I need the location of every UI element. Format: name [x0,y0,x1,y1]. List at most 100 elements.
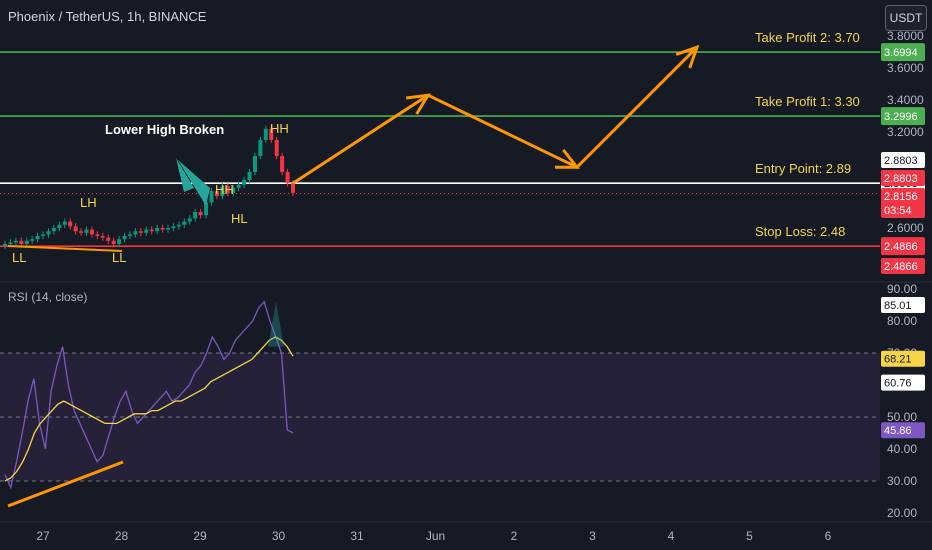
rsi-tick-label: 50.00 [887,410,917,424]
rsi-overbought-fill [268,301,284,347]
price-badge [881,152,925,168]
candle-body [220,186,225,196]
candle-body [166,228,171,230]
price-badge-text: 2.8156 [884,191,918,203]
price-level-label: Entry Point: 2.89 [755,161,851,176]
y-tick-label: 3.4000 [887,93,924,107]
badge-bg [881,237,925,256]
rsi-trendline [7,460,124,508]
x-tick-label: 28 [115,529,129,543]
candle-body [68,221,73,227]
x-tick-label: 6 [825,529,832,543]
candle-body [280,156,285,172]
breakout-arrow-icon [178,160,210,206]
rsi-title: RSI (14, close) [8,290,88,304]
candle-body [89,229,94,235]
x-tick-label: 29 [193,529,207,543]
candle-body [204,202,209,216]
projection-arrowhead [405,93,431,115]
badge-bg [881,43,925,62]
x-tick-label: 30 [272,529,286,543]
candle-body [30,239,35,241]
price-level-badge: 2.4866 [881,237,925,256]
breakout-arrow-tail [176,158,194,192]
rsi-line [4,300,294,490]
candle-body [149,229,154,232]
currency-button[interactable]: USDT [885,5,927,31]
candle-body [144,229,149,233]
candle-body [3,244,7,246]
rsi-badge [881,296,925,313]
candle-body [79,231,84,233]
candle-body [106,237,111,241]
candle-body [258,140,263,156]
x-tick-label: 2 [511,529,518,543]
candle-body [187,218,192,222]
price-badge-text: 2.8803 [884,155,918,167]
projection-path [292,46,699,185]
price-badge [881,170,925,186]
price-level-badge: 3.6994 [881,43,925,62]
price-level-label: Take Profit 2: 3.70 [755,30,860,45]
candle-body [122,236,127,240]
candle-body [46,231,51,235]
pattern-annotation: HH [270,121,289,136]
candle-body [214,191,219,196]
rsi-badge [881,422,925,439]
x-tick-label: 4 [668,529,675,543]
candle-body [263,128,268,140]
candle-body [95,234,100,236]
y-tick-label: 3.2000 [887,125,924,139]
candle-body [51,228,56,232]
price-badge-text: 03:54 [884,205,912,217]
candle-body [8,242,13,244]
candle-body [35,236,40,240]
pattern-annotation: Lower High Broken [105,122,224,137]
candle-body [138,231,143,233]
price-level-label: Take Profit 1: 3.30 [755,94,860,109]
badge-text: 3.6994 [884,47,918,59]
y-tick-label: 2.6000 [887,221,924,235]
badge-text: 3.2996 [884,111,918,123]
candle-body [57,224,62,228]
price-badge [881,202,925,218]
candle-body [127,234,132,236]
y-tick-label: 3.6000 [887,61,924,75]
x-tick-label: 5 [746,529,753,543]
price-badge-text: 2.8803 [884,173,918,185]
candle-body [198,212,203,216]
price-level-label: Stop Loss: 2.48 [755,224,845,239]
candle-body [171,226,176,228]
price-badge [881,188,925,204]
rsi-tick-label: 30.00 [887,474,917,488]
price-level-badge: 3.2996 [881,107,925,126]
stop-loss-badge-text: 2.4866 [884,261,918,273]
candle-body [247,172,252,180]
pattern-annotation: LL [12,250,26,265]
rsi-tick-label: 90.00 [887,282,917,296]
rsi-ma-line [4,336,294,482]
y-tick-label: 3.8000 [887,29,924,43]
candle-body [19,240,24,244]
rsi-badge-text: 45.86 [884,425,912,437]
candle-body [291,183,295,193]
candle-body [252,156,257,172]
symbol-title: Phoenix / TetherUS, 1h, BINANCE [8,9,207,24]
pattern-annotation: HH [215,182,234,197]
candle-body [133,231,138,235]
candle-body [73,226,78,232]
candle-body [100,236,105,238]
projection-arrowhead [554,149,581,169]
candle-body [62,221,67,225]
candle-body [209,191,214,203]
candle-body [13,240,18,243]
rsi-badge [881,350,925,367]
x-tick-label: 31 [350,529,364,543]
rsi-tick-label: 80.00 [887,314,917,328]
candle-body [225,186,230,193]
candle-body [155,228,160,232]
x-tick-label: 3 [589,529,596,543]
rsi-badge-text: 85.01 [884,300,912,312]
candle-body [176,224,181,227]
